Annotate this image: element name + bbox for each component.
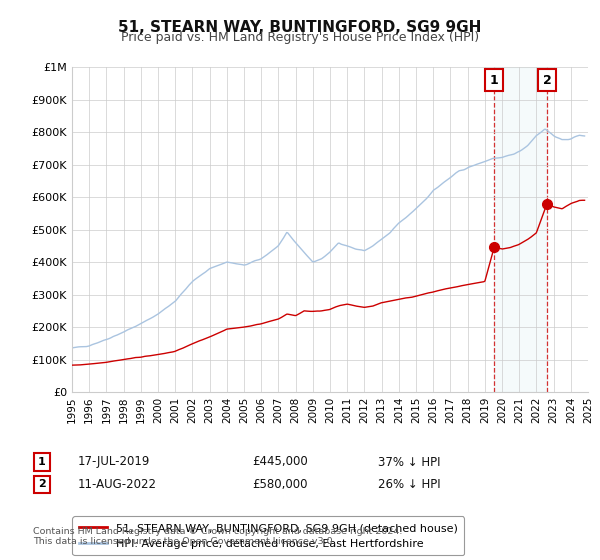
Text: 51, STEARN WAY, BUNTINGFORD, SG9 9GH: 51, STEARN WAY, BUNTINGFORD, SG9 9GH (118, 20, 482, 35)
Text: £580,000: £580,000 (252, 478, 308, 491)
Bar (494, 67, 547, 392)
Legend: 51, STEARN WAY, BUNTINGFORD, SG9 9GH (detached house), HPI: Average price, detac: 51, STEARN WAY, BUNTINGFORD, SG9 9GH (de… (73, 516, 464, 556)
Text: Price paid vs. HM Land Registry's House Price Index (HPI): Price paid vs. HM Land Registry's House … (121, 31, 479, 44)
Text: 11-AUG-2022: 11-AUG-2022 (78, 478, 157, 491)
Text: £445,000: £445,000 (252, 455, 308, 469)
Text: 26% ↓ HPI: 26% ↓ HPI (378, 478, 440, 491)
Text: 37% ↓ HPI: 37% ↓ HPI (378, 455, 440, 469)
Text: 2: 2 (38, 479, 46, 489)
Text: Contains HM Land Registry data © Crown copyright and database right 2024.
This d: Contains HM Land Registry data © Crown c… (33, 526, 403, 546)
Text: 1: 1 (38, 457, 46, 467)
Text: 17-JUL-2019: 17-JUL-2019 (78, 455, 151, 469)
Text: 2: 2 (542, 74, 551, 87)
Text: 1: 1 (490, 74, 499, 87)
